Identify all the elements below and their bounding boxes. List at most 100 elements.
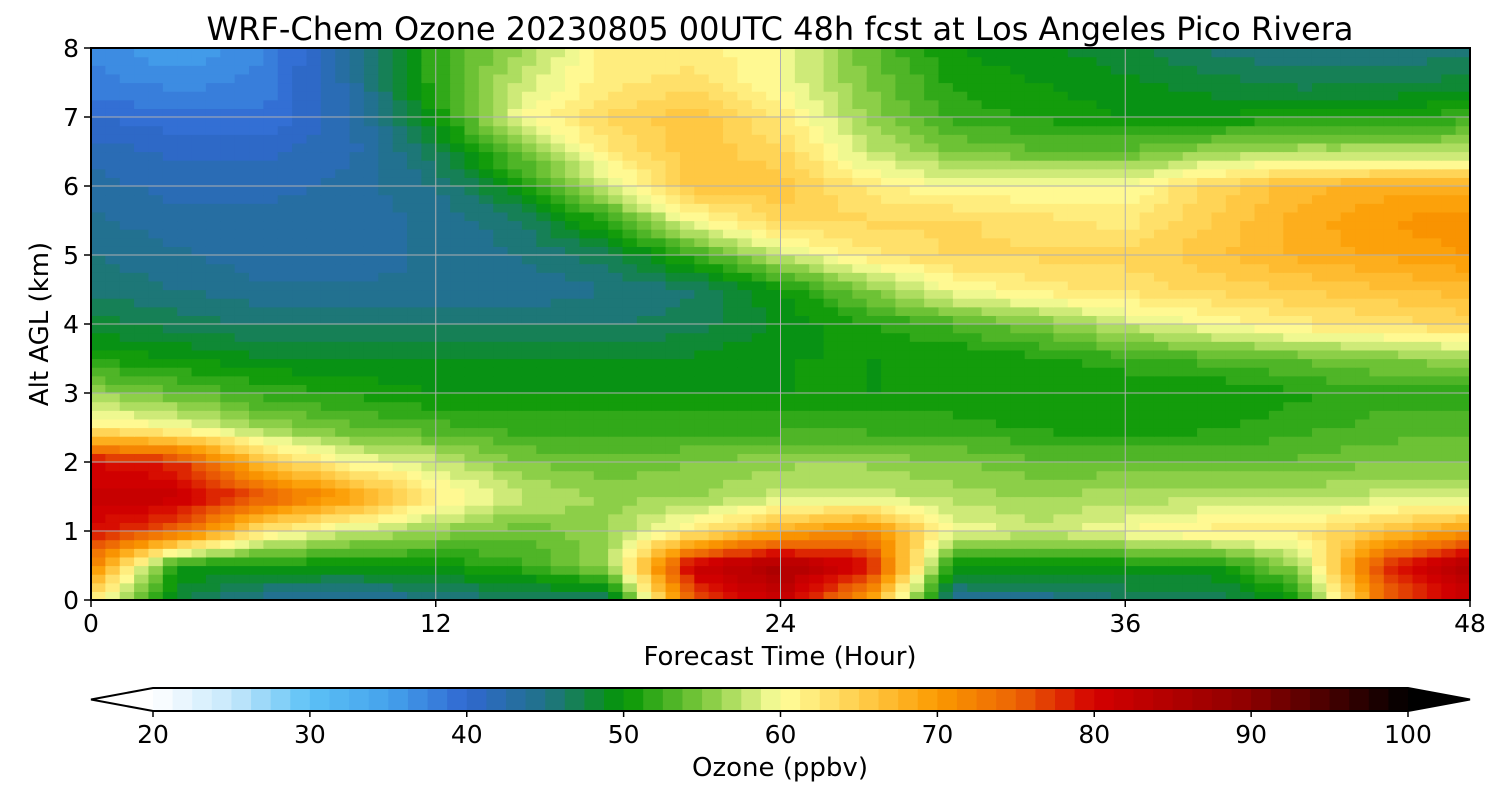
heatmap-cell	[306, 237, 322, 247]
heatmap-cell	[665, 177, 681, 187]
heatmap-cell	[651, 194, 667, 204]
heatmap-cell	[1010, 487, 1026, 498]
heatmap-cell	[421, 255, 437, 265]
heatmap-cell	[249, 548, 264, 558]
heatmap-cell	[1326, 556, 1342, 567]
heatmap-cell	[1168, 462, 1184, 472]
heatmap-cell	[349, 194, 365, 204]
heatmap-cell	[636, 453, 652, 463]
heatmap-cell	[493, 479, 509, 489]
heatmap-cell	[1355, 582, 1371, 592]
heatmap-cell	[177, 410, 193, 420]
heatmap-cell	[1412, 186, 1428, 196]
heatmap-cell	[708, 556, 724, 567]
heatmap-cell	[679, 393, 695, 403]
heatmap-cell	[809, 211, 825, 222]
heatmap-cell	[277, 418, 293, 429]
heatmap-cell	[895, 505, 911, 515]
heatmap-cell	[665, 168, 681, 178]
heatmap-cell	[521, 418, 537, 429]
heatmap-cell	[1283, 531, 1299, 541]
heatmap-cell	[148, 341, 164, 351]
heatmap-cell	[1153, 341, 1169, 351]
heatmap-cell	[1225, 556, 1241, 567]
heatmap-cell	[1297, 393, 1313, 403]
heatmap-cell	[1053, 505, 1069, 515]
heatmap-cell	[1297, 289, 1313, 299]
heatmap-cell	[1240, 168, 1256, 178]
heatmap-cell	[679, 453, 695, 463]
heatmap-cell	[277, 168, 293, 178]
heatmap-cell	[1110, 237, 1126, 247]
heatmap-cell	[895, 418, 911, 429]
heatmap-cell	[220, 186, 236, 196]
heatmap-cell	[1268, 470, 1284, 480]
heatmap-cell	[1355, 436, 1371, 446]
heatmap-cell	[1383, 289, 1399, 299]
heatmap-cell	[823, 384, 839, 394]
heatmap-cell	[277, 393, 293, 403]
heatmap-cell	[1053, 229, 1069, 239]
heatmap-cell	[636, 505, 652, 515]
heatmap-cell	[766, 306, 782, 316]
heatmap-cell	[593, 418, 609, 429]
heatmap-cell	[837, 470, 853, 480]
heatmap-cell	[421, 548, 437, 558]
heatmap-cell	[1024, 349, 1040, 360]
heatmap-cell	[1125, 315, 1141, 325]
heatmap-cell	[565, 565, 580, 575]
heatmap-cell	[1067, 203, 1083, 213]
heatmap-cell	[521, 453, 537, 463]
heatmap-cell	[665, 453, 681, 463]
heatmap-cell	[766, 151, 782, 161]
heatmap-cell	[1039, 582, 1055, 592]
heatmap-cell	[392, 306, 408, 316]
heatmap-cell	[852, 505, 868, 515]
heatmap-cell	[134, 332, 150, 342]
heatmap-cell	[809, 393, 825, 403]
heatmap-cell	[766, 479, 782, 489]
heatmap-cell	[148, 548, 164, 558]
heatmap-cell	[1240, 358, 1256, 368]
heatmap-cell	[837, 211, 853, 222]
heatmap-cell	[119, 574, 135, 584]
heatmap-cell	[679, 246, 695, 256]
heatmap-cell	[306, 513, 322, 523]
heatmap-cell	[723, 496, 738, 506]
heatmap-cell	[1211, 341, 1227, 351]
heatmap-cell	[565, 453, 580, 463]
heatmap-cell	[608, 427, 624, 437]
heatmap-cell	[723, 436, 738, 446]
heatmap-cell	[636, 462, 652, 472]
heatmap-cell	[995, 306, 1011, 316]
heatmap-cell	[435, 375, 451, 385]
heatmap-cell	[608, 289, 624, 299]
heatmap-cell	[837, 582, 853, 592]
heatmap-cell	[421, 306, 437, 316]
heatmap-cell	[263, 177, 279, 187]
heatmap-cell	[435, 470, 451, 480]
heatmap-cell	[1125, 194, 1141, 204]
heatmap-cell	[320, 263, 336, 273]
heatmap-cell	[378, 177, 394, 187]
heatmap-cell	[1283, 168, 1299, 178]
heatmap-cell	[263, 531, 279, 541]
heatmap-cell	[1398, 427, 1414, 437]
heatmap-cell	[1412, 177, 1428, 187]
heatmap-cell	[823, 246, 839, 256]
heatmap-cell	[881, 565, 897, 575]
heatmap-cell	[1168, 151, 1184, 161]
heatmap-cell	[1053, 556, 1069, 567]
heatmap-cell	[1039, 332, 1055, 342]
heatmap-cell	[191, 151, 207, 161]
heatmap-cell	[134, 418, 150, 429]
heatmap-cell	[780, 186, 796, 196]
heatmap-cell	[1010, 505, 1026, 515]
heatmap-cell	[1254, 151, 1270, 161]
heatmap-cell	[895, 211, 911, 222]
heatmap-cell	[837, 487, 853, 498]
heatmap-cell	[924, 487, 940, 498]
heatmap-cell	[177, 591, 193, 601]
heatmap-cell	[1139, 255, 1155, 265]
heatmap-cell	[205, 211, 221, 222]
